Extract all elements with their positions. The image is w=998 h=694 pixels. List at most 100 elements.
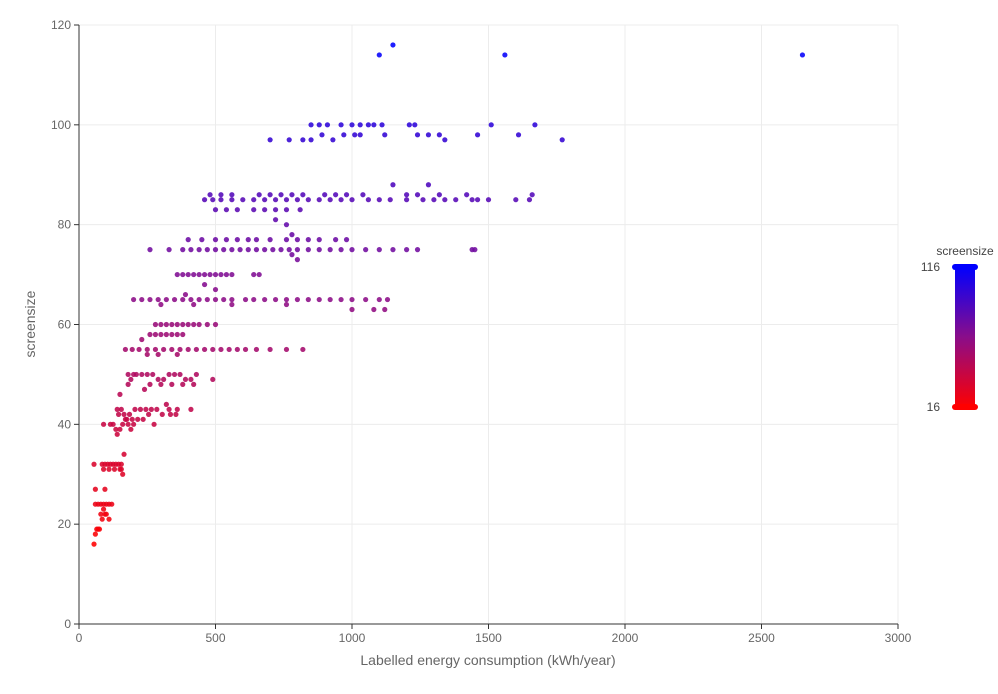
data-point[interactable] [404,247,410,253]
data-point[interactable] [207,192,213,198]
data-point[interactable] [204,321,210,328]
data-point[interactable] [163,321,169,328]
data-point[interactable] [158,381,164,387]
data-point[interactable] [147,247,153,253]
data-point[interactable] [316,247,322,253]
data-point[interactable] [158,331,164,338]
data-point[interactable] [118,406,124,412]
data-point[interactable] [212,247,219,253]
data-point[interactable] [349,122,355,128]
data-point[interactable] [262,197,268,203]
data-point[interactable] [223,271,230,278]
data-point[interactable] [283,222,290,228]
data-point[interactable] [191,271,197,278]
data-point[interactable] [204,296,210,303]
data-point[interactable] [234,207,240,213]
data-point[interactable] [207,271,213,278]
data-point[interactable] [191,301,197,308]
data-point[interactable] [256,192,262,198]
data-point[interactable] [343,192,350,198]
data-point[interactable] [529,192,535,198]
data-point[interactable] [390,42,396,48]
data-point[interactable] [474,197,481,203]
data-point[interactable] [294,247,300,253]
data-point[interactable] [180,381,186,387]
data-point[interactable] [91,461,97,467]
data-point[interactable] [267,137,273,143]
data-point[interactable] [166,406,172,412]
data-point[interactable] [196,271,202,278]
data-point[interactable] [300,346,306,353]
data-point[interactable] [333,192,339,198]
data-point[interactable] [122,346,129,353]
data-point[interactable] [180,296,186,303]
data-point[interactable] [360,192,366,198]
data-point[interactable] [338,197,344,203]
data-point[interactable] [139,296,145,303]
data-point[interactable] [161,346,167,353]
data-point[interactable] [188,376,194,383]
data-point[interactable] [283,237,290,243]
data-point[interactable] [100,421,107,427]
data-point[interactable] [180,271,186,278]
data-point[interactable] [144,346,150,353]
data-point[interactable] [210,346,216,353]
data-point[interactable] [289,192,295,198]
data-point[interactable] [341,132,347,138]
data-point[interactable] [174,271,180,278]
data-point[interactable] [147,381,153,387]
data-point[interactable] [338,122,344,128]
data-point[interactable] [245,247,251,253]
data-point[interactable] [185,346,191,353]
data-point[interactable] [286,247,292,253]
data-point[interactable] [327,247,333,253]
data-point[interactable] [180,321,186,328]
data-point[interactable] [155,296,161,303]
data-point[interactable] [218,271,224,278]
data-point[interactable] [436,132,442,138]
data-point[interactable] [253,346,260,353]
data-point[interactable] [109,501,115,507]
data-point[interactable] [532,122,538,128]
data-point[interactable] [92,486,98,492]
data-point[interactable] [240,197,246,203]
data-point[interactable] [229,247,235,253]
data-point[interactable] [212,271,219,278]
data-point[interactable] [129,416,135,422]
data-point[interactable] [442,137,448,143]
data-point[interactable] [272,217,279,223]
data-point[interactable] [118,466,124,472]
data-point[interactable] [96,526,103,532]
data-point[interactable] [229,192,235,198]
data-point[interactable] [201,281,208,288]
data-point[interactable] [390,182,396,188]
data-point[interactable] [278,192,284,198]
data-point[interactable] [474,132,481,138]
data-point[interactable] [272,197,279,203]
data-point[interactable] [229,301,235,308]
data-point[interactable] [324,122,331,128]
data-point[interactable] [152,321,159,328]
data-point[interactable] [199,237,205,243]
data-point[interactable] [406,122,412,128]
data-point[interactable] [120,471,126,477]
data-point[interactable] [144,371,150,378]
data-point[interactable] [365,122,371,128]
data-point[interactable] [245,237,251,243]
data-point[interactable] [229,197,235,203]
data-point[interactable] [414,247,421,253]
data-point[interactable] [382,132,388,138]
data-point[interactable] [188,247,194,253]
data-point[interactable] [349,306,355,313]
data-point[interactable] [223,237,230,243]
data-point[interactable] [267,237,273,243]
data-point[interactable] [436,192,442,198]
data-point[interactable] [305,237,311,243]
data-point[interactable] [338,247,344,253]
data-point[interactable] [106,516,112,522]
data-point[interactable] [253,237,260,243]
data-point[interactable] [173,411,179,417]
data-point[interactable] [185,237,191,243]
data-point[interactable] [349,247,355,253]
data-point[interactable] [151,421,157,427]
